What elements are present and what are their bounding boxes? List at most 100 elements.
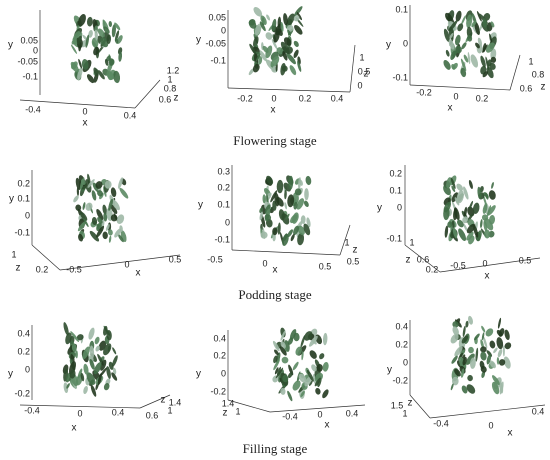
leaf <box>88 327 95 340</box>
leaf <box>467 35 473 42</box>
leaf <box>280 330 286 341</box>
x-tick-label: -0.4 <box>25 104 41 114</box>
axis-line <box>409 394 431 419</box>
leaf <box>468 200 474 210</box>
leaf <box>93 46 100 56</box>
y-tick-label: 0.1 <box>389 185 402 195</box>
leaf <box>481 332 485 341</box>
leaf <box>488 215 496 225</box>
leaf <box>304 376 312 387</box>
leaf <box>311 364 317 372</box>
z-tick-label: 1.2 <box>167 65 180 75</box>
leaf <box>88 30 93 38</box>
leaf <box>301 350 304 361</box>
stage-caption: Podding stage <box>238 287 312 302</box>
leaf <box>297 232 305 246</box>
x-axis-label: x <box>448 103 453 114</box>
leaf <box>290 234 295 242</box>
x-tick-label: 0.4 <box>532 406 545 416</box>
z-axis-label: z <box>16 263 21 274</box>
axis-line <box>349 44 356 93</box>
leaf <box>470 54 479 68</box>
axis-line <box>409 84 511 91</box>
leaf <box>452 326 459 336</box>
leaf <box>300 335 306 348</box>
leaf <box>253 7 263 17</box>
z-axis-label: z <box>364 69 369 80</box>
leaf <box>116 214 125 225</box>
z-tick-label: 0.5 <box>358 66 371 76</box>
leaf <box>114 37 119 44</box>
leaf <box>468 315 473 325</box>
leaf <box>300 390 305 398</box>
leaf <box>293 201 298 210</box>
x-tick-label: 0 <box>82 106 87 116</box>
leaf <box>279 346 287 356</box>
leaf <box>282 374 289 383</box>
leaf <box>288 175 294 190</box>
leaf <box>452 321 459 328</box>
leaf <box>103 26 110 34</box>
leaf <box>482 71 489 78</box>
y-tick-label: 0.2 <box>17 178 30 188</box>
leaf <box>282 233 289 246</box>
leaf <box>290 214 298 224</box>
leaf <box>452 227 458 239</box>
leaf <box>462 216 468 224</box>
leaf <box>91 217 98 225</box>
leaf <box>77 368 83 379</box>
leaf <box>293 49 299 59</box>
leaf <box>482 18 487 28</box>
leaf <box>322 332 328 346</box>
leaf <box>468 179 473 190</box>
leaf <box>300 215 306 224</box>
leaf <box>451 355 458 364</box>
leaf <box>456 190 464 204</box>
x-tick-label: -0.2 <box>237 93 253 103</box>
leaf <box>265 32 273 40</box>
leaf <box>466 231 474 241</box>
leaf <box>292 361 299 371</box>
z-axis-label: z <box>406 255 411 266</box>
leaf <box>92 182 100 193</box>
leaf <box>252 63 260 73</box>
leaf <box>497 317 502 329</box>
x-tick-label: -0.4 <box>24 405 40 415</box>
x-tick-label: 0.4 <box>331 93 344 103</box>
leaf <box>504 342 512 350</box>
leaf <box>260 15 267 25</box>
x-axis-label: x <box>72 423 77 434</box>
leaf <box>285 46 293 55</box>
leaf <box>281 356 289 364</box>
leaf <box>102 231 108 240</box>
leaf <box>309 335 318 347</box>
x-tick-label: 0.5 <box>519 255 532 265</box>
leaf <box>286 52 296 65</box>
leaf <box>452 376 459 386</box>
leaf <box>118 51 123 62</box>
y-tick-label: 0.2 <box>389 168 402 178</box>
leaf <box>496 337 504 350</box>
leaf <box>276 179 284 194</box>
leaf <box>306 369 314 382</box>
x-axis-label: x <box>508 428 513 439</box>
leaf <box>95 345 100 352</box>
leaf <box>65 332 72 345</box>
leaf <box>110 214 118 222</box>
leaf <box>271 18 277 32</box>
x-tick-label: 0.4 <box>346 408 359 418</box>
z-tick-label: 1 <box>344 237 349 247</box>
leaf <box>448 20 458 32</box>
axis-line <box>404 244 441 273</box>
z-tick-label: 0.6 <box>520 83 533 93</box>
leaf <box>463 206 468 218</box>
leaf <box>496 329 503 337</box>
leaf <box>264 204 271 214</box>
y-tick-label: -0.05 <box>17 56 38 66</box>
leaf <box>289 65 297 76</box>
leaf <box>103 325 108 336</box>
leaf <box>461 385 468 394</box>
axis-line <box>227 87 351 93</box>
axis-line <box>139 394 171 409</box>
leaf <box>83 363 89 375</box>
